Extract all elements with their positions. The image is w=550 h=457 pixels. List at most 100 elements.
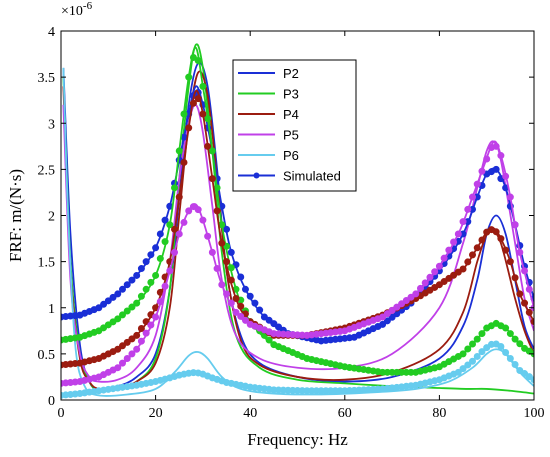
legend-swatch-marker (253, 172, 260, 179)
simulated-series-2-point (133, 299, 141, 307)
simulated-series-1-point (270, 320, 278, 328)
simulated-series-5-point (483, 344, 491, 352)
simulated-series-4-point (393, 303, 401, 311)
simulated-series-1-point (118, 285, 126, 293)
simulated-series-1-point (388, 313, 396, 321)
legend-item: P3 (238, 87, 299, 102)
simulated-series-4-point (497, 152, 505, 160)
simulated-series-2-point (161, 238, 169, 246)
legend-item: P6 (238, 148, 299, 163)
simulated-series-3-point (232, 295, 240, 303)
simulated-series-1-point (152, 244, 160, 252)
simulated-series-3-point (194, 95, 202, 103)
simulated-series-3-point (469, 251, 477, 259)
simulated-series-4-point (128, 350, 136, 358)
simulated-series-4-point (435, 262, 443, 270)
simulated-series-4-point (223, 290, 231, 298)
simulated-series-1-point (156, 230, 164, 238)
simulated-series-2-point (175, 147, 183, 155)
simulated-series-3-point (204, 142, 212, 150)
simulated-series-2-point (199, 82, 207, 90)
legend-box (232, 59, 357, 192)
x-tick-label: 40 (243, 406, 257, 421)
simulated-series-4-point (204, 232, 212, 240)
simulated-series-1-point (100, 300, 108, 308)
simulated-series-2-point (171, 184, 179, 192)
simulated-series-4-point (142, 329, 150, 337)
simulated-series-1-point (265, 316, 273, 324)
simulated-series-1-point (379, 320, 387, 328)
simulated-series-2-point (478, 330, 486, 338)
simulated-series-4-point (152, 313, 160, 321)
simulated-series-1-point (251, 299, 259, 307)
simulated-series-3-point (123, 338, 131, 346)
simulated-series-4-point (194, 206, 202, 214)
simulated-series-2-point (185, 73, 193, 81)
simulated-series-4-point (521, 267, 529, 275)
simulated-series-4-point (511, 221, 519, 229)
y-tick-label: 4 (48, 25, 55, 40)
simulated-series-3-point (511, 274, 519, 282)
simulated-series-2-point (118, 311, 126, 319)
simulated-series-2-point (223, 242, 231, 250)
simulated-series-3-point (227, 276, 235, 284)
simulated-series-2-point (156, 255, 164, 263)
simulated-series-4-point (237, 312, 245, 320)
simulated-series-1-point (114, 290, 122, 298)
simulated-series-5-point (525, 373, 533, 381)
simulated-series-4-point (123, 354, 131, 362)
simulated-series-4-point (171, 248, 179, 256)
simulated-series-2-point (473, 335, 481, 343)
simulated-series-2-point (265, 336, 273, 344)
simulated-series-4-point (412, 290, 420, 298)
simulated-series-4-point (440, 254, 448, 262)
simulated-series-1-point (142, 258, 150, 266)
y-tick-label: 0.5 (38, 348, 56, 363)
simulated-series-5-point (478, 348, 486, 356)
simulated-series-4-point (185, 207, 193, 215)
simulated-series-5-point (530, 376, 534, 384)
simulated-series-4-point (383, 310, 391, 318)
simulated-series-2-point (147, 278, 155, 286)
simulated-series-3-point (180, 158, 188, 166)
legend-item: Simulated (238, 169, 341, 184)
simulated-series-4-point (398, 300, 406, 308)
simulated-series-4-point (114, 364, 122, 372)
simulated-series-4-point (156, 298, 164, 306)
legend-label: Simulated (283, 169, 341, 184)
simulated-series-3-point (502, 246, 510, 254)
simulated-series-4-point (469, 193, 477, 201)
simulated-series-1-point (227, 248, 235, 256)
legend-item: P4 (238, 107, 299, 122)
y-tick-label: 2.5 (38, 163, 56, 178)
simulated-series-4-point (232, 308, 240, 316)
simulated-series-1-point (256, 306, 264, 314)
y-tick-label: 1 (48, 302, 55, 317)
simulated-series-1-point (95, 304, 103, 312)
simulated-series-1-point (232, 261, 240, 269)
simulated-series-4-point (445, 246, 453, 254)
simulated-series-4-point (450, 238, 458, 246)
x-tick-label: 80 (432, 406, 446, 421)
y-tick-label: 3.5 (38, 71, 56, 86)
simulated-series-2-point (166, 221, 174, 229)
simulated-series-3-point (237, 302, 245, 310)
simulated-series-2-point (227, 264, 235, 272)
simulated-series-4-point (388, 306, 396, 314)
simulated-series-5-point (473, 352, 481, 360)
simulated-series-3-point (175, 193, 183, 201)
legend-item: P5 (238, 128, 299, 143)
simulated-series-1-point (123, 281, 131, 289)
simulated-series-4-point (166, 267, 174, 275)
simulated-series-1-point (104, 297, 112, 305)
simulated-series-3-point (506, 258, 514, 266)
simulated-series-1-point (383, 317, 391, 325)
simulated-series-3-point (525, 308, 533, 316)
simulated-series-3-point (435, 281, 443, 289)
simulated-series-5-point (459, 365, 467, 373)
y-exponent-label: ×10-6 (61, 0, 93, 19)
simulated-series-4-point (118, 359, 126, 367)
simulated-series-4-point (218, 281, 226, 289)
simulated-series-4-point (379, 313, 387, 321)
